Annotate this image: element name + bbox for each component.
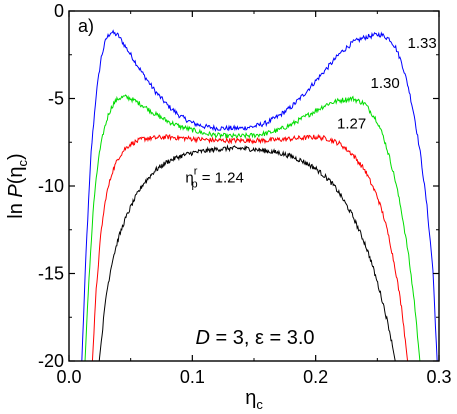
curve-label-1-27: 1.27 (337, 115, 366, 132)
y-axis-label-italic: P (5, 184, 27, 198)
series-line-1 (81, 29, 438, 362)
y-axis-label-open: (η (5, 166, 27, 184)
curve-label-1-30: 1.30 (371, 75, 400, 92)
y-tick-label: -5 (48, 89, 64, 109)
y-tick-label: -15 (38, 264, 64, 284)
curve-label-subscript: p (191, 179, 197, 191)
y-axis-label-subscript: c (15, 159, 30, 166)
x-tick-label: 0.2 (303, 367, 328, 387)
y-tick-label: -20 (38, 351, 64, 371)
parameter-annotation: D = 3, ε = 3.0 (196, 327, 315, 349)
y-axis-label-close: ) (5, 153, 27, 160)
x-tick-label: 0.3 (426, 367, 451, 387)
series-line-4 (98, 144, 396, 362)
tick-layer: 0.0 0.1 0.2 0.3 0 -5 -10 -15 -20 (38, 1, 452, 387)
x-axis-label-symbol: η (245, 387, 256, 409)
x-axis-label-subscript: c (256, 397, 263, 412)
y-axis-label: ln P(ηc) (5, 153, 30, 218)
series-layer (81, 29, 438, 362)
curve-label-1-33: 1.33 (408, 35, 437, 52)
y-tick-label: 0 (54, 1, 64, 21)
x-axis-label: ηc (245, 387, 263, 412)
y-axis-label-prefix: ln (5, 198, 27, 219)
panel-label: a) (78, 16, 94, 36)
parameter-d-symbol: D (196, 327, 210, 349)
curve-label-symbol: η (185, 170, 193, 187)
series-line-3 (91, 133, 409, 362)
label-layer: 1.33 1.30 1.27 ηr p = 1.24 (185, 35, 436, 191)
y-tick-label: -10 (38, 176, 64, 196)
curve-label-value: = 1.24 (198, 170, 244, 187)
plot-frame (68, 10, 440, 362)
series-line-2 (84, 94, 421, 362)
curve-label-superscript: r (194, 166, 198, 178)
curve-label-1-24: ηr p = 1.24 (185, 166, 243, 191)
x-tick-label: 0.1 (180, 367, 205, 387)
parameter-values: = 3, ε = 3.0 (210, 327, 315, 349)
x-tick-label: 0.0 (56, 367, 81, 387)
